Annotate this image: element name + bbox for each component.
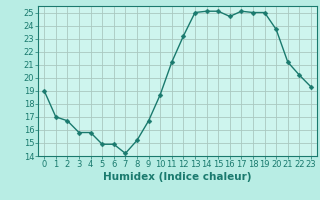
X-axis label: Humidex (Indice chaleur): Humidex (Indice chaleur): [103, 172, 252, 182]
